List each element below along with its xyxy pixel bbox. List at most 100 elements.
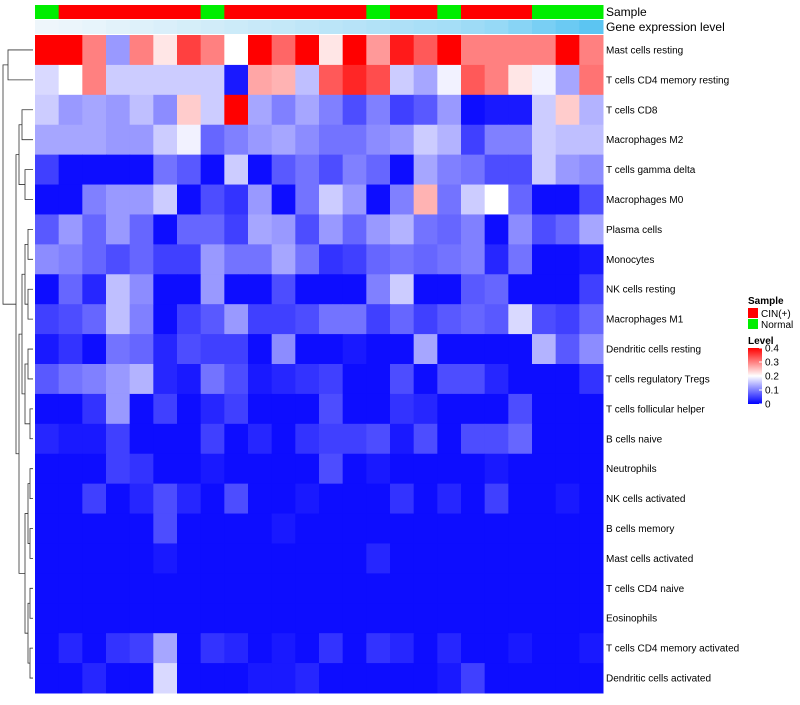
heatmap-cell [35,274,60,305]
heatmap-cell [106,334,131,365]
dendrogram-branch [2,64,16,305]
heatmap-cell [437,573,462,604]
heatmap-cell [224,543,249,574]
heatmap-cell [555,94,580,126]
heatmap-cell [295,483,320,515]
heatmap-cell [342,184,367,215]
heatmap-cell [413,124,438,156]
heatmap-cell [129,64,154,96]
heatmap-cell [390,663,415,694]
heatmap-cell [484,64,509,96]
heatmap-cell [295,393,320,425]
heatmap-cell [366,64,391,96]
heatmap-cell [532,513,557,544]
heatmap-cell [390,214,415,245]
legend-sample-label: CIN(+) [761,309,791,320]
heatmap-cell [390,483,415,515]
heatmap-cell [200,364,225,395]
heatmap-cell [579,35,604,66]
heatmap-cell [555,334,580,365]
heatmap-cell [390,573,415,604]
heatmap-cell [555,453,580,485]
heatmap-cell [319,663,344,694]
heatmap-cell [437,453,462,485]
expression-annotation-cell [366,20,391,34]
heatmap-cell [342,214,367,245]
heatmap-cell [342,423,367,455]
heatmap-cell [484,244,509,275]
heatmap-cell [437,154,462,186]
heatmap-cell [342,483,367,515]
legend-sample-label: Normal [761,320,793,331]
heatmap-cell [484,364,509,395]
heatmap-cell [224,334,249,365]
row-label: Mast cells activated [606,554,693,565]
dendrogram-branch [27,229,33,260]
heatmap-cell [532,423,557,455]
heatmap-cell [177,304,202,335]
heatmap-cell [82,154,107,186]
heatmap-cell [271,64,296,96]
heatmap-cell [508,603,533,634]
row-labels: Mast cells resting T cells CD4 memory res… [606,45,739,684]
heatmap-cell [153,244,178,275]
heatmap-cell [295,543,320,574]
heatmap-cell [579,364,604,395]
heatmap-cell [153,64,178,96]
heatmap-cell [579,663,604,694]
dendrogram-branch [29,408,33,440]
heatmap-cell [319,543,344,574]
heatmap-cell [58,214,83,245]
heatmap-cell [129,603,154,634]
heatmap-cell [508,64,533,96]
heatmap-cell [106,154,131,186]
heatmap-cell [437,334,462,365]
dendrogram-branch [24,243,28,305]
heatmap-cell [295,274,320,305]
heatmap-cell [200,633,225,664]
heatmap-cell [508,633,533,664]
heatmap-cell [248,214,273,245]
heatmap-cell [555,244,580,275]
sample-annotation-cell [82,5,107,19]
expression-track-label: Gene expression level [606,20,725,34]
heatmap-cell [532,393,557,425]
heatmap-cell [248,393,273,425]
heatmap-cell [579,453,604,485]
heatmap-cell [484,633,509,664]
heatmap-cell [177,184,202,215]
heatmap-cell [532,184,557,215]
heatmap-cell [579,304,604,335]
heatmap-cell [177,364,202,395]
heatmap-cell [200,393,225,425]
heatmap-cell [271,184,296,215]
heatmap-cell [437,393,462,425]
row-label: Neutrophils [606,464,657,475]
expression-annotation-cell [58,20,83,34]
heatmap-cell [461,334,486,365]
heatmap-cell [248,603,273,634]
heatmap-cell [342,274,367,305]
heatmap-cell [342,334,367,365]
heatmap-cell [413,184,438,215]
heatmap-cell [82,244,107,275]
heatmap-cell [248,513,273,544]
heatmap-cell [366,184,391,215]
heatmap-cell [271,573,296,604]
heatmap-cell [342,154,367,186]
heatmap-cell [366,94,391,126]
heatmap-cell [390,184,415,215]
heatmap-cell [366,513,391,544]
heatmap-cell [153,603,178,634]
heatmap-cell [484,393,509,425]
sample-annotation-cell [579,5,604,19]
heatmap-cell [508,154,533,186]
expression-annotation-cell [153,20,178,34]
heatmap-cell [508,483,533,515]
heatmap-cell [271,633,296,664]
expression-annotation-cell [437,20,462,34]
heatmap-cell [461,663,486,694]
heatmap-cell [58,304,83,335]
heatmap-cell [295,453,320,485]
heatmap-cell [35,393,60,425]
